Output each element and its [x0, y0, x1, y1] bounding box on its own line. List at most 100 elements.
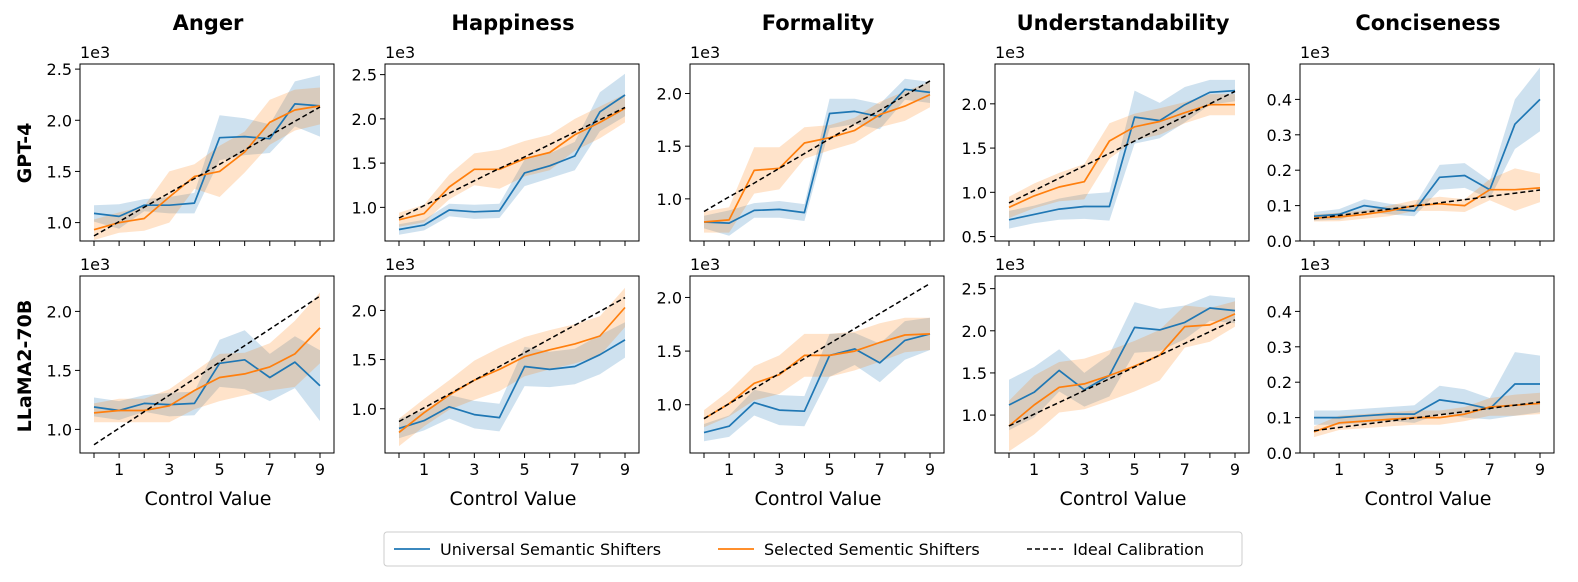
panel-llama2-70b-conciseness-xtick-label: 9: [1535, 460, 1545, 479]
panel-llama2-70b-formality-frame: [689, 275, 945, 454]
panel-llama2-70b-formality-plot-area: [703, 282, 931, 442]
panel-gpt-4-anger-frame: [79, 63, 335, 242]
panel-gpt-4-understandability-ideal-line: [1008, 90, 1236, 204]
panel-llama2-70b-conciseness-ytick-label: 0.3: [1267, 338, 1292, 357]
panel-llama2-70b-understandability-xtick-label: 3: [1079, 460, 1089, 479]
panel-gpt-4-conciseness-y-scale-label: 1e3: [1300, 43, 1330, 62]
panel-llama2-70b-conciseness-xtick-label: 3: [1384, 460, 1394, 479]
panel-llama2-70b-happiness-selected-band: [399, 287, 625, 447]
panel-llama2-70b-formality-universal-line: [703, 333, 931, 434]
panel-llama2-70b-happiness-selected-line: [398, 306, 626, 434]
legend-label-selected: Selected Sementic Shifters: [764, 540, 980, 559]
panel-gpt-4-conciseness-ytick-label: 0.1: [1267, 197, 1292, 216]
panel-gpt-4-anger-ytick-label: 1.0: [47, 214, 72, 233]
panel-gpt-4-anger-plot-area: [93, 75, 321, 240]
panel-llama2-70b-happiness-xtick-label: 3: [469, 460, 479, 479]
panel-gpt-4-happiness-frame: [384, 63, 640, 242]
panel-llama2-70b-understandability-ytick-label: 1.5: [962, 364, 987, 383]
panel-llama2-70b-anger-xtick-label: 9: [315, 460, 325, 479]
panel-llama2-70b-formality-xtick-label: 9: [925, 460, 935, 479]
panel-gpt-4-understandability-universal-line: [1008, 89, 1236, 221]
legend-frame: [383, 531, 1243, 567]
panel-gpt-4-formality-ytick-label: 1.5: [657, 137, 682, 156]
panel-llama2-70b-conciseness: 0.0 0.1 0.2 0.3 0.4 1e3 1 3 5 7 9: [1267, 255, 1555, 479]
panel-llama2-70b-anger-universal-band: [94, 330, 320, 422]
panel-gpt-4-anger-ytick-label: 2.0: [47, 111, 72, 130]
panel-llama2-70b-understandability-xtick-label: 7: [1180, 460, 1190, 479]
panel-gpt-4-formality: 1.0 1.5 2.0 1e3: [657, 43, 945, 246]
panel-llama2-70b-anger-ytick-label: 1.0: [47, 420, 72, 439]
panel-llama2-70b-conciseness-ytick-label: 0.0: [1267, 444, 1292, 463]
panel-llama2-70b-anger-xtick-label: 3: [164, 460, 174, 479]
panel-gpt-4-happiness-ytick-label: 1.5: [352, 154, 377, 173]
panel-llama2-70b-understandability-xtick-label: 1: [1029, 460, 1039, 479]
panel-llama2-70b-formality-universal-band: [704, 317, 930, 442]
panel-llama2-70b-happiness-universal-line: [398, 339, 626, 430]
x-axis-label-conciseness: Control Value: [1365, 488, 1492, 510]
panel-llama2-70b-formality-ytick-label: 1.0: [657, 396, 682, 415]
panel-llama2-70b-formality-xtick-label: 5: [824, 460, 834, 479]
panel-llama2-70b-conciseness-selected-band: [1314, 392, 1540, 438]
panel-gpt-4-happiness-selected-line: [398, 107, 626, 221]
panel-llama2-70b-anger-plot-area: [93, 292, 321, 446]
panel-llama2-70b-conciseness-plot-area: [1313, 352, 1541, 438]
panel-gpt-4-happiness-ytick-label: 2.5: [352, 66, 377, 85]
panel-llama2-70b-understandability-selected-band: [1009, 301, 1235, 452]
panel-gpt-4-formality-y-scale-label: 1e3: [690, 43, 720, 62]
panel-llama2-70b-conciseness-ytick-label: 0.1: [1267, 409, 1292, 428]
panel-gpt-4-understandability-frame: [994, 63, 1250, 242]
panel-llama2-70b-formality-xtick-label: 7: [875, 460, 885, 479]
panel-llama2-70b-happiness-ideal-line: [398, 296, 626, 423]
panel-llama2-70b-anger-xtick-label: 5: [214, 460, 224, 479]
panel-gpt-4-formality-ytick-label: 1.0: [657, 190, 682, 209]
panel-llama2-70b-conciseness-frame: [1299, 275, 1555, 454]
panel-llama2-70b-understandability-xtick-label: 9: [1230, 460, 1240, 479]
panel-llama2-70b-formality-ytick-label: 2.0: [657, 288, 682, 307]
x-axis-label-formality: Control Value: [755, 488, 882, 510]
panel-gpt-4-happiness: 1.0 1.5 2.0 2.5 1e3: [352, 43, 640, 246]
panel-gpt-4-anger-y-scale-label: 1e3: [80, 43, 110, 62]
panel-llama2-70b-anger-frame: [79, 275, 335, 454]
panel-gpt-4-anger-ideal-line: [93, 106, 321, 237]
panel-llama2-70b-conciseness-xtick-label: 1: [1334, 460, 1344, 479]
panel-llama2-70b-understandability-universal-band: [1009, 295, 1235, 431]
panel-gpt-4-happiness-selected-band: [399, 94, 625, 227]
x-axis-label-understandability: Control Value: [1060, 488, 1187, 510]
panel-gpt-4-understandability-ytick-label: 1.0: [962, 183, 987, 202]
panel-gpt-4-formality-selected-band: [704, 81, 930, 233]
panel-gpt-4-understandability-selected-band: [1009, 94, 1235, 218]
column-title-understandability: Understandability: [1017, 11, 1230, 35]
panel-llama2-70b-anger-selected-band: [94, 292, 320, 423]
panel-gpt-4-understandability-ytick-label: 0.5: [962, 228, 987, 247]
panel-llama2-70b-anger-ytick-label: 1.5: [47, 361, 72, 380]
panel-llama2-70b-conciseness-ideal-line: [1313, 401, 1541, 432]
panel-gpt-4-happiness-ytick-label: 1.0: [352, 198, 377, 217]
panel-gpt-4-conciseness-universal-band: [1314, 67, 1540, 221]
panel-gpt-4-anger-selected-band: [94, 87, 320, 240]
panel-gpt-4-understandability-ytick-label: 2.0: [962, 95, 987, 114]
panel-gpt-4-anger-selected-line: [93, 105, 321, 231]
panel-gpt-4-understandability: 0.5 1.0 1.5 2.0 1e3: [962, 43, 1250, 247]
panel-llama2-70b-happiness-xtick-label: 1: [419, 460, 429, 479]
panel-gpt-4-happiness-universal-line: [398, 94, 626, 231]
panel-gpt-4-conciseness: 0.0 0.1 0.2 0.3 0.4 1e3: [1267, 43, 1555, 251]
panel-gpt-4-anger: 1.0 1.5 2.0 2.5 1e3: [47, 43, 335, 246]
panel-gpt-4-happiness-plot-area: [398, 73, 626, 235]
column-title-happiness: Happiness: [451, 11, 574, 35]
panel-llama2-70b-understandability-y-scale-label: 1e3: [995, 255, 1025, 274]
row-label-gpt4: GPT-4: [14, 123, 36, 184]
panel-gpt-4-anger-ytick-label: 1.5: [47, 162, 72, 181]
panel-llama2-70b-understandability-ytick-label: 1.0: [962, 406, 987, 425]
panel-llama2-70b-conciseness-ytick-label: 0.4: [1267, 302, 1292, 321]
panel-llama2-70b-happiness-xtick-label: 7: [570, 460, 580, 479]
panel-gpt-4-understandability-y-scale-label: 1e3: [995, 43, 1025, 62]
panel-gpt-4-formality-plot-area: [703, 78, 931, 236]
x-axis-label-happiness: Control Value: [450, 488, 577, 510]
panel-llama2-70b-understandability-selected-line: [1008, 313, 1236, 427]
panel-llama2-70b-understandability-universal-line: [1008, 307, 1236, 406]
legend: Universal Semantic Shifters Selected Sem…: [383, 531, 1243, 567]
panel-gpt-4-happiness-ideal-line: [398, 106, 626, 219]
panel-llama2-70b-anger-selected-line: [93, 327, 321, 414]
panel-gpt-4-conciseness-universal-line: [1313, 98, 1541, 218]
